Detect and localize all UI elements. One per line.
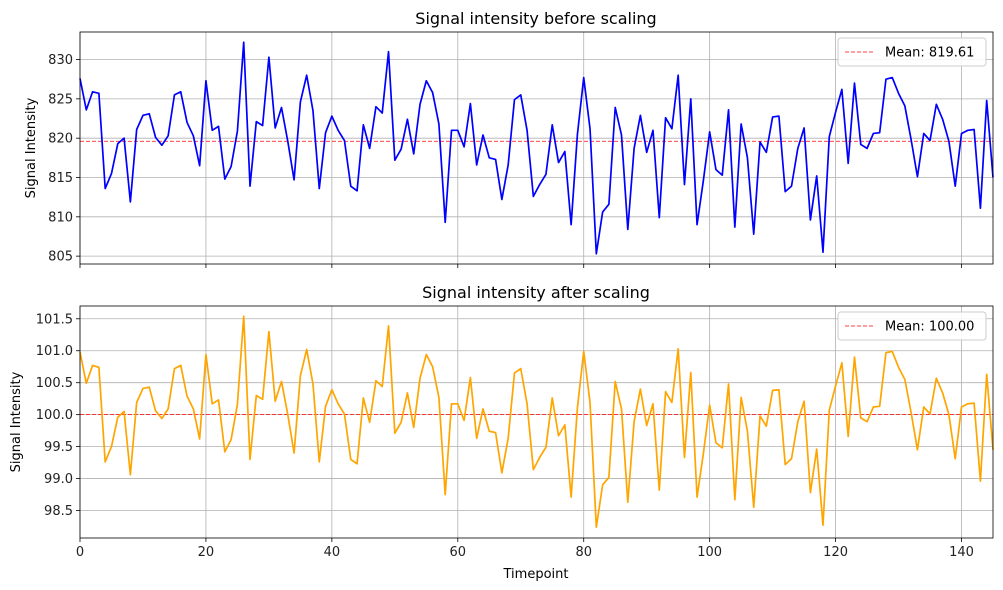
top-chart-series	[79, 41, 994, 255]
y-tick-label: 100.0	[36, 408, 73, 423]
x-tick-label: 100	[697, 545, 722, 560]
top-chart-title: Signal intensity before scaling	[415, 9, 656, 28]
y-tick-label: 810	[48, 210, 73, 225]
top-chart-ticks: 805 810 815 820 825 830	[48, 53, 962, 268]
bottom-legend-box	[837, 311, 987, 341]
top-chart-panel: Signal intensity before scaling Signal I…	[24, 9, 994, 268]
top-legend-label: Mean: 819.61	[885, 46, 974, 61]
bottom-chart-frame	[79, 305, 994, 539]
bottom-chart-ylabel: Signal Intensity	[9, 371, 24, 472]
top-chart-ylabel: Signal Intensity	[24, 97, 39, 198]
y-tick-label: 100.5	[36, 376, 73, 391]
x-tick-label: 80	[575, 545, 592, 560]
top-chart-legend: Mean: 819.61	[837, 37, 987, 67]
y-tick-label: 99.5	[44, 440, 73, 455]
series-line	[79, 315, 994, 528]
x-tick-label: 20	[198, 545, 215, 560]
series-line	[79, 41, 994, 255]
bottom-chart-legend: Mean: 100.00	[837, 311, 987, 341]
x-tick-label: 140	[949, 545, 974, 560]
top-chart-grid	[79, 32, 993, 264]
x-tick-label: 60	[450, 545, 467, 560]
x-tick-label: 120	[823, 545, 848, 560]
bottom-chart-title: Signal intensity after scaling	[422, 283, 650, 302]
bottom-chart-panel: Signal intensity after scaling Signal In…	[9, 283, 994, 582]
bottom-chart-ticks: 0 20 40 60 80 100 120 140 98.5 99.0 99.5 100.0 100.5…	[36, 312, 974, 560]
y-tick-label: 99.0	[44, 472, 73, 487]
x-tick-label: 40	[324, 545, 341, 560]
y-tick-label: 101.0	[36, 344, 73, 359]
x-tick-label: 0	[76, 545, 84, 560]
y-tick-label: 830	[48, 53, 73, 68]
y-tick-label: 820	[48, 132, 73, 147]
top-chart-frame	[79, 31, 994, 265]
bottom-legend-label: Mean: 100.00	[885, 320, 974, 335]
y-tick-label: 815	[48, 171, 73, 186]
y-tick-label: 825	[48, 92, 73, 107]
y-tick-label: 98.5	[44, 504, 73, 519]
bottom-chart-xlabel: Timepoint	[503, 567, 569, 582]
top-legend-box	[837, 37, 987, 67]
y-tick-label: 101.5	[36, 312, 73, 327]
y-tick-label: 805	[48, 250, 73, 265]
bottom-chart-series	[79, 315, 994, 528]
bottom-chart-grid	[79, 306, 993, 538]
